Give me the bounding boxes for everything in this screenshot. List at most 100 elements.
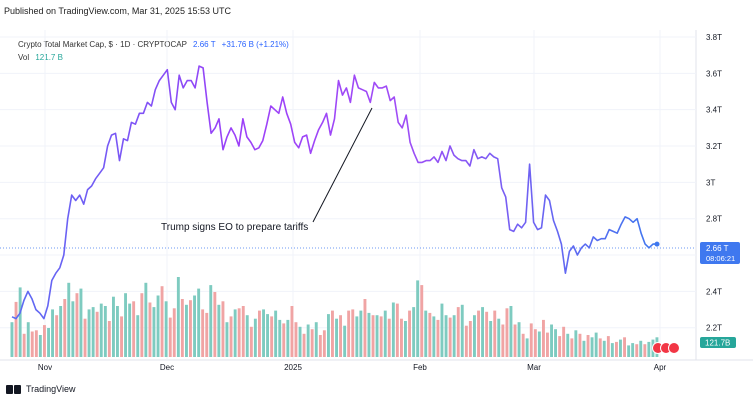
volume-legend-label: Vol — [18, 53, 30, 62]
volume-bar — [18, 287, 22, 357]
volume-bar — [201, 309, 205, 357]
volume-bar — [148, 302, 152, 357]
price-axis-tick-label: 3.6T — [706, 69, 722, 78]
volume-bar — [594, 332, 598, 357]
volume-bar — [229, 316, 233, 357]
volume-bar — [383, 310, 387, 357]
volume-legend: Vol 121.7 B — [18, 53, 63, 62]
price-axis-tick-label: 2.4T — [706, 287, 722, 296]
volume-bar — [160, 286, 164, 357]
volume-bar — [310, 329, 314, 357]
annotation-arrow — [312, 107, 373, 223]
volume-bars — [10, 277, 659, 357]
volume-bar — [327, 314, 330, 357]
volume-bar — [266, 314, 269, 357]
volume-bar — [302, 333, 306, 357]
volume-bar — [412, 307, 416, 357]
volume-bar — [87, 309, 91, 357]
volume-bar — [335, 318, 338, 357]
volume-bar — [428, 312, 432, 357]
price-axis-tick-label: 2.2T — [706, 324, 722, 333]
volume-bar — [408, 310, 411, 357]
price-tag: 2.66 T 08:06:21 — [700, 242, 740, 264]
volume-bar — [582, 340, 586, 357]
volume-bar — [164, 301, 168, 357]
volume-bar — [128, 303, 132, 357]
volume-bar — [395, 303, 399, 357]
volume-bar — [270, 316, 274, 357]
volume-bar — [253, 318, 257, 357]
volume-bar — [79, 288, 83, 357]
volume-bar — [647, 341, 651, 357]
last-price-value: 2.66 T — [193, 40, 216, 49]
volume-bar — [180, 299, 184, 357]
volume-bar — [416, 280, 420, 357]
volume-bar — [331, 310, 334, 357]
volume-bar — [627, 345, 631, 357]
volume-bar — [631, 343, 635, 357]
volume-bar — [112, 296, 115, 357]
volume-tag-value: 121.7B — [705, 339, 730, 348]
volume-bar — [282, 323, 286, 357]
volume-bar — [75, 293, 79, 357]
volume-bar — [550, 324, 553, 357]
volume-bar — [448, 317, 452, 357]
tradingview-footer: TradingView — [6, 384, 76, 395]
volume-bar — [318, 335, 322, 357]
volume-bar — [525, 338, 529, 357]
volume-bar — [233, 309, 237, 357]
symbol-title: Crypto Total Market Cap, $ · 1D · CRYPTO… — [18, 40, 187, 49]
volume-bar — [460, 304, 464, 357]
volume-bar — [489, 321, 493, 357]
event-markers[interactable] — [652, 342, 680, 354]
volume-bar — [140, 293, 144, 357]
volume-bar — [99, 303, 103, 357]
volume-bar — [562, 326, 566, 357]
volume-bar — [10, 322, 14, 357]
volume-bar — [574, 330, 578, 357]
tradingview-logo-icon — [6, 384, 22, 395]
volume-bar — [172, 308, 176, 357]
volume-bar — [355, 316, 359, 357]
volume-bar — [497, 318, 501, 357]
volume-bar — [363, 299, 367, 357]
price-axis-tick-label: 3.2T — [706, 142, 722, 151]
volume-bar — [306, 324, 310, 357]
volume-bar — [643, 344, 647, 357]
volume-bar — [586, 335, 590, 357]
time-axis-tick-label: Mar — [527, 363, 541, 372]
time-axis-tick-label: Feb — [413, 363, 427, 372]
volume-bar — [249, 326, 253, 357]
volume-bar — [91, 307, 95, 357]
time-axis-tick-label: Apr — [654, 363, 667, 372]
volume-bar — [124, 293, 127, 357]
volume-bar — [619, 339, 622, 357]
volume-bar — [168, 317, 172, 357]
volume-bar — [546, 332, 549, 357]
price-line-series — [11, 65, 657, 320]
time-axis-tick-label: 2025 — [284, 363, 302, 372]
time-axis[interactable]: Nov Dec 2025 Feb Mar Apr — [38, 363, 667, 372]
published-caption: Published on TradingView.com, Mar 31, 20… — [4, 6, 231, 16]
volume-bar — [258, 310, 261, 357]
volume-bar — [116, 306, 119, 357]
volume-bar — [485, 311, 489, 357]
volume-bar — [598, 338, 602, 357]
volume-bar — [505, 308, 509, 357]
volume-bar — [51, 309, 54, 357]
volume-bar — [343, 325, 347, 357]
volume-bar — [107, 321, 111, 357]
last-price-point — [654, 241, 660, 247]
volume-bar — [590, 337, 594, 357]
volume-bar — [189, 300, 192, 357]
volume-bar — [444, 315, 448, 357]
volume-bar — [59, 306, 63, 357]
volume-bar — [473, 315, 476, 357]
volume-bar — [391, 302, 395, 357]
volume-bar — [481, 307, 484, 357]
volume-bar — [424, 310, 428, 357]
volume-bar — [509, 306, 513, 357]
price-axis-tick-label: 2.8T — [706, 215, 722, 224]
